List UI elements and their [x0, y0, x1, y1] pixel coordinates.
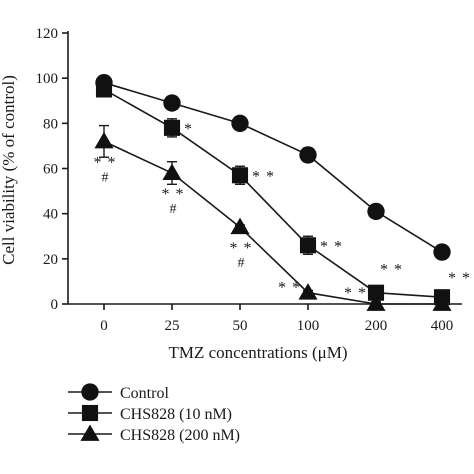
y-tick-label: 80 [43, 116, 58, 132]
legend-label: Control [120, 385, 169, 402]
series-3 [94, 124, 452, 311]
data-point [163, 119, 181, 136]
significance-stars: * [184, 121, 193, 138]
data-point [162, 163, 182, 180]
significance-stars: * * [230, 240, 253, 257]
significance-hash: # [238, 256, 245, 271]
legend-item: CHS828 (200 nM) [68, 424, 240, 444]
data-point [299, 146, 317, 164]
data-point [366, 294, 386, 311]
significance-stars: * * [448, 270, 471, 287]
data-point [298, 283, 318, 300]
x-tick-label: 25 [165, 318, 180, 334]
legend: Control CHS828 (10 nM) CHS828 (200 nM) [68, 383, 240, 444]
significance-stars: * * [380, 262, 403, 279]
data-point [367, 284, 385, 301]
x-tick-label: 200 [365, 318, 388, 334]
y-tick-label: 40 [43, 207, 58, 223]
plot-area: ** ** ** ** ** *#* *#* *#* * * * [94, 74, 471, 311]
x-axis-label: TMZ concentrations (μM) [168, 343, 347, 362]
data-point [367, 202, 385, 221]
x-tick-label: 400 [431, 318, 454, 334]
legend-label: CHS828 (200 nM) [120, 427, 240, 444]
y-tick-label: 20 [43, 252, 58, 268]
significance-hash: # [170, 202, 177, 217]
data-point [230, 217, 250, 235]
y-tick-label: 100 [36, 71, 59, 87]
significance-stars: * * [162, 186, 185, 203]
y-tick-label: 120 [36, 26, 59, 42]
legend-marker [81, 383, 99, 401]
y-tick-label: 60 [43, 162, 58, 178]
legend-item: CHS828 (10 nM) [68, 404, 232, 423]
y-axis-label: Cell viability (% of control) [0, 75, 18, 265]
x-tick-label: 0 [100, 318, 108, 334]
legend-marker [80, 424, 100, 441]
series-line [103, 88, 443, 299]
legend-marker [81, 404, 99, 422]
significance-stars: * * [252, 168, 275, 185]
series-line [103, 81, 443, 253]
series-line [103, 140, 442, 305]
x-axis-ticks: 0 25 50 100 200 400 [100, 304, 453, 334]
data-point [433, 243, 451, 261]
significance-stars: * * [94, 154, 117, 171]
x-tick-label: 100 [297, 318, 320, 334]
data-point [94, 131, 114, 149]
legend-label: CHS828 (10 nM) [120, 406, 232, 423]
data-point [231, 114, 249, 133]
significance-stars: * * [278, 280, 301, 297]
legend-item: Control [68, 383, 169, 402]
x-tick-label: 50 [233, 318, 248, 334]
significance-stars: * * [344, 285, 367, 302]
significance-annotations: ** ** ** ** ** *#* *#* *#* * * * [94, 121, 471, 302]
data-point [299, 237, 317, 254]
y-tick-label: 0 [51, 297, 59, 313]
significance-hash: # [102, 170, 109, 185]
data-point [231, 167, 249, 184]
significance-stars: * * [320, 238, 343, 255]
data-point [163, 94, 181, 112]
data-point [432, 294, 452, 311]
y-axis-ticks: 0 20 40 60 80 100 120 [36, 26, 68, 313]
data-point [95, 81, 113, 98]
